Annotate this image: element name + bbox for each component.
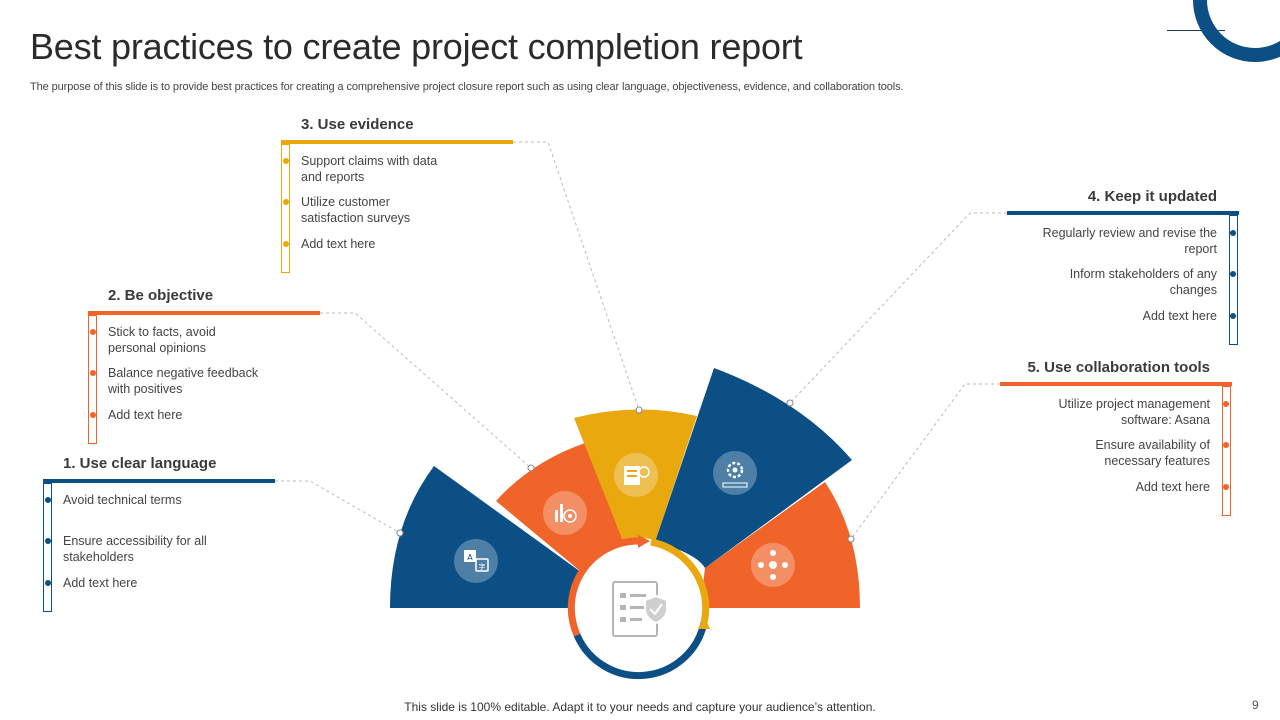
page-number: 9 xyxy=(1252,698,1259,712)
practice-sidebar-3 xyxy=(281,144,290,273)
bullet-dot xyxy=(1223,442,1229,448)
bullet-dot xyxy=(1230,313,1236,319)
svg-text:A: A xyxy=(467,553,473,562)
practice-1-item-1: Avoid technical terms xyxy=(63,493,182,507)
connector-line-2 xyxy=(320,312,532,469)
bullet-dot xyxy=(283,241,289,247)
sector-5-collaboration xyxy=(702,482,860,608)
practice-topbar-3 xyxy=(281,140,513,144)
practice-topbar-4 xyxy=(1007,211,1239,215)
practice-sidebar-1 xyxy=(43,483,52,612)
connector-lines xyxy=(275,141,1007,540)
bullet-dot xyxy=(45,538,51,544)
decorative-corner-ring xyxy=(1193,0,1280,62)
connector-dot-4 xyxy=(786,399,794,407)
ring-arrow-yellow xyxy=(698,616,710,629)
connector-dot-5 xyxy=(847,535,855,543)
practice-topbar-1 xyxy=(43,479,275,483)
connector-line-4 xyxy=(789,212,1007,404)
ring-segment-orange xyxy=(567,537,639,637)
connector-dot-3 xyxy=(635,406,643,414)
connector-dot-2 xyxy=(527,464,535,472)
bullet-dot xyxy=(1230,271,1236,277)
practice-4-item-3: Add text here xyxy=(1142,309,1217,323)
practice-sidebar-4 xyxy=(1229,215,1238,345)
practice-2-item-1: Stick to facts, avoid personal opinions xyxy=(108,325,216,355)
practice-sidebar-5 xyxy=(1222,386,1231,516)
page-title: Best practices to create project complet… xyxy=(30,26,803,67)
checklist-shield-icon xyxy=(612,581,668,637)
page-subtitle: The purpose of this slide is to provide … xyxy=(30,81,904,93)
practice-5-item-1: Utilize project management software: Asa… xyxy=(1058,397,1210,427)
bullet-dot xyxy=(90,412,96,418)
update-gear-icon xyxy=(713,451,757,495)
practice-heading-3: 3. Use evidence xyxy=(301,116,414,133)
practice-5-item-3: Add text here xyxy=(1135,480,1210,494)
document-evidence-icon xyxy=(614,453,658,497)
bullet-dot xyxy=(1223,484,1229,490)
connector-line-1 xyxy=(275,480,401,534)
bullet-dot xyxy=(90,329,96,335)
target-chart-icon xyxy=(543,491,587,535)
practice-heading-1: 1. Use clear language xyxy=(63,455,217,472)
footer-note: This slide is 100% editable. Adapt it to… xyxy=(404,700,876,714)
decorative-line xyxy=(1167,30,1225,31)
bullet-dot xyxy=(283,199,289,205)
bullet-dot xyxy=(1230,230,1236,236)
practice-2-item-3: Add text here xyxy=(108,408,183,422)
practice-heading-5: 5. Use collaboration tools xyxy=(1027,359,1210,376)
bullet-dot xyxy=(45,497,51,503)
connector-line-3 xyxy=(513,141,640,411)
practice-topbar-2 xyxy=(88,311,320,315)
bullet-dot xyxy=(283,158,289,164)
practice-3-item-1: Support claims with data and reports xyxy=(301,154,438,184)
practice-heading-4: 4. Keep it updated xyxy=(1087,188,1217,205)
practice-topbar-5 xyxy=(1000,382,1232,386)
bullet-dot xyxy=(1223,401,1229,407)
practice-sidebar-2 xyxy=(88,315,97,444)
practice-1-item-2: Ensure accessibility for all stakeholder… xyxy=(63,534,207,564)
sector-4-keep-updated xyxy=(655,368,852,568)
collaboration-icon xyxy=(751,543,795,587)
ring-segment-yellow xyxy=(650,538,710,624)
practice-4-item-2: Inform stakeholders of any changes xyxy=(1069,267,1217,297)
bullet-dot xyxy=(90,370,96,376)
practice-3-item-2: Utilize customer satisfaction surveys xyxy=(301,195,411,225)
translate-icon: A 字 xyxy=(454,539,498,583)
connector-line-5 xyxy=(850,383,1000,540)
connector-dots xyxy=(396,399,855,543)
practice-4-item-1: Regularly review and revise the report xyxy=(1042,226,1217,256)
bullet-dot xyxy=(45,580,51,586)
ring-segment-blue xyxy=(573,622,708,680)
practice-5-item-2: Ensure availability of necessary feature… xyxy=(1095,438,1210,468)
practice-3-item-3: Add text here xyxy=(301,237,376,251)
practice-2-item-2: Balance negative feedback with positives xyxy=(108,366,259,396)
connector-dot-1 xyxy=(396,529,404,537)
svg-text:字: 字 xyxy=(479,562,486,571)
practice-heading-2: 2. Be objective xyxy=(108,287,214,304)
ring-arrow-orange xyxy=(638,535,650,548)
practice-1-item-3: Add text here xyxy=(63,576,138,590)
sector-1-clear-language xyxy=(390,466,585,608)
